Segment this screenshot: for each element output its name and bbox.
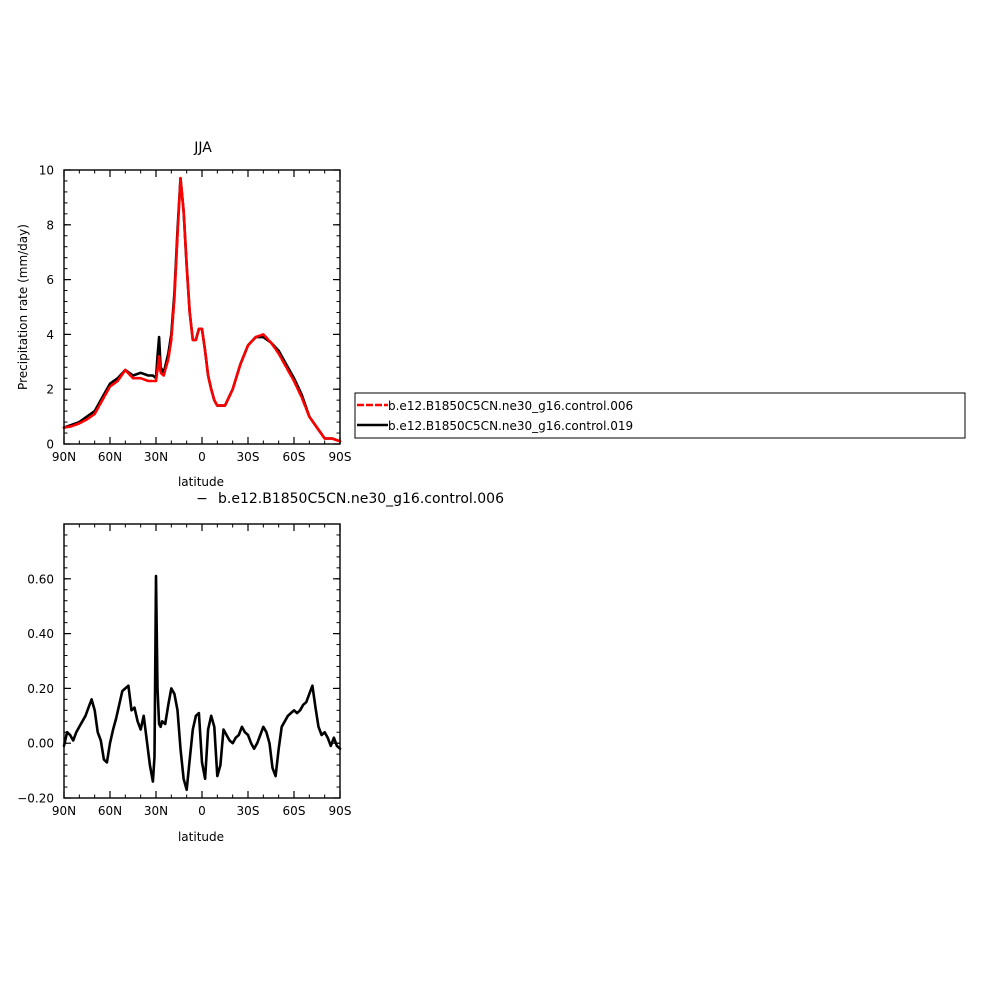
- top-x-axis-label: latitude: [178, 475, 224, 489]
- top-y-tick-label: 10: [39, 164, 54, 178]
- top-y-tick-label: 2: [46, 383, 54, 397]
- bottom-x-tick-label: 30N: [144, 804, 168, 818]
- bottom-y-tick-label: 0.20: [27, 682, 54, 696]
- top-x-tick-label: 30N: [144, 450, 168, 464]
- bottom-y-tick-label: −0.20: [17, 792, 54, 806]
- legend: b.e12.B1850C5CN.ne30_g16.control.006 b.e…: [354, 392, 966, 439]
- bottom-x-tick-label: 0: [198, 804, 206, 818]
- top-x-tick-label: 0: [198, 450, 206, 464]
- top-y-axis-label: Precipitation rate (mm/day): [16, 224, 30, 390]
- top-y-tick-label: 0: [46, 438, 54, 452]
- bottom-series-line-0: [62, 574, 342, 792]
- top-plot-frame: [63, 169, 341, 445]
- bottom-y-tick-label: 0.60: [27, 572, 54, 586]
- top-tick-labels: 90N 60N 30N 0 30S 60S 90S 0 2 4 6 8 10: [39, 164, 352, 465]
- bottom-x-axis-label: latitude: [178, 830, 224, 844]
- bottom-title-prefix: −: [196, 491, 208, 507]
- bottom-x-tick-label: 90S: [329, 804, 352, 818]
- top-x-tick-label: 60N: [98, 450, 122, 464]
- bottom-x-tick-label: 90N: [52, 804, 76, 818]
- top-y-tick-label: 4: [46, 328, 54, 342]
- bottom-x-tick-label: 60S: [283, 804, 306, 818]
- bottom-x-tick-label: 30S: [237, 804, 260, 818]
- bottom-chart-title: b.e12.B1850C5CN.ne30_g16.control.006: [218, 491, 504, 507]
- bottom-tick-labels: 90N 60N 30N 0 30S 60S 90S −0.20 0.00 0.20 0.40 0.60: [17, 572, 351, 818]
- bottom-y-tick-label: 0.40: [27, 627, 54, 641]
- top-x-tick-label: 90N: [52, 450, 76, 464]
- top-panel: JJA Precipitation rate (mm/day) latitude…: [16, 140, 351, 489]
- bottom-plot-frame: [63, 523, 341, 799]
- top-y-tick-label: 8: [46, 218, 54, 232]
- top-x-tick-label: 30S: [237, 450, 260, 464]
- legend-label-006: b.e12.B1850C5CN.ne30_g16.control.006: [388, 399, 633, 413]
- top-x-tick-label: 90S: [329, 450, 352, 464]
- top-x-tick-label: 60S: [283, 450, 306, 464]
- legend-label-019: b.e12.B1850C5CN.ne30_g16.control.019: [388, 419, 633, 433]
- bottom-y-tick-label: 0.00: [27, 737, 54, 751]
- bottom-x-tick-label: 60N: [98, 804, 122, 818]
- bottom-panel: − b.e12.B1850C5CN.ne30_g16.control.006 l…: [17, 491, 504, 844]
- top-series-lines: [62, 176, 342, 443]
- bottom-series-lines: [62, 574, 342, 792]
- top-y-tick-label: 6: [46, 273, 54, 287]
- legend-box: [354, 392, 966, 439]
- top-series-line-1: [62, 176, 342, 443]
- top-chart-title: JJA: [193, 140, 212, 156]
